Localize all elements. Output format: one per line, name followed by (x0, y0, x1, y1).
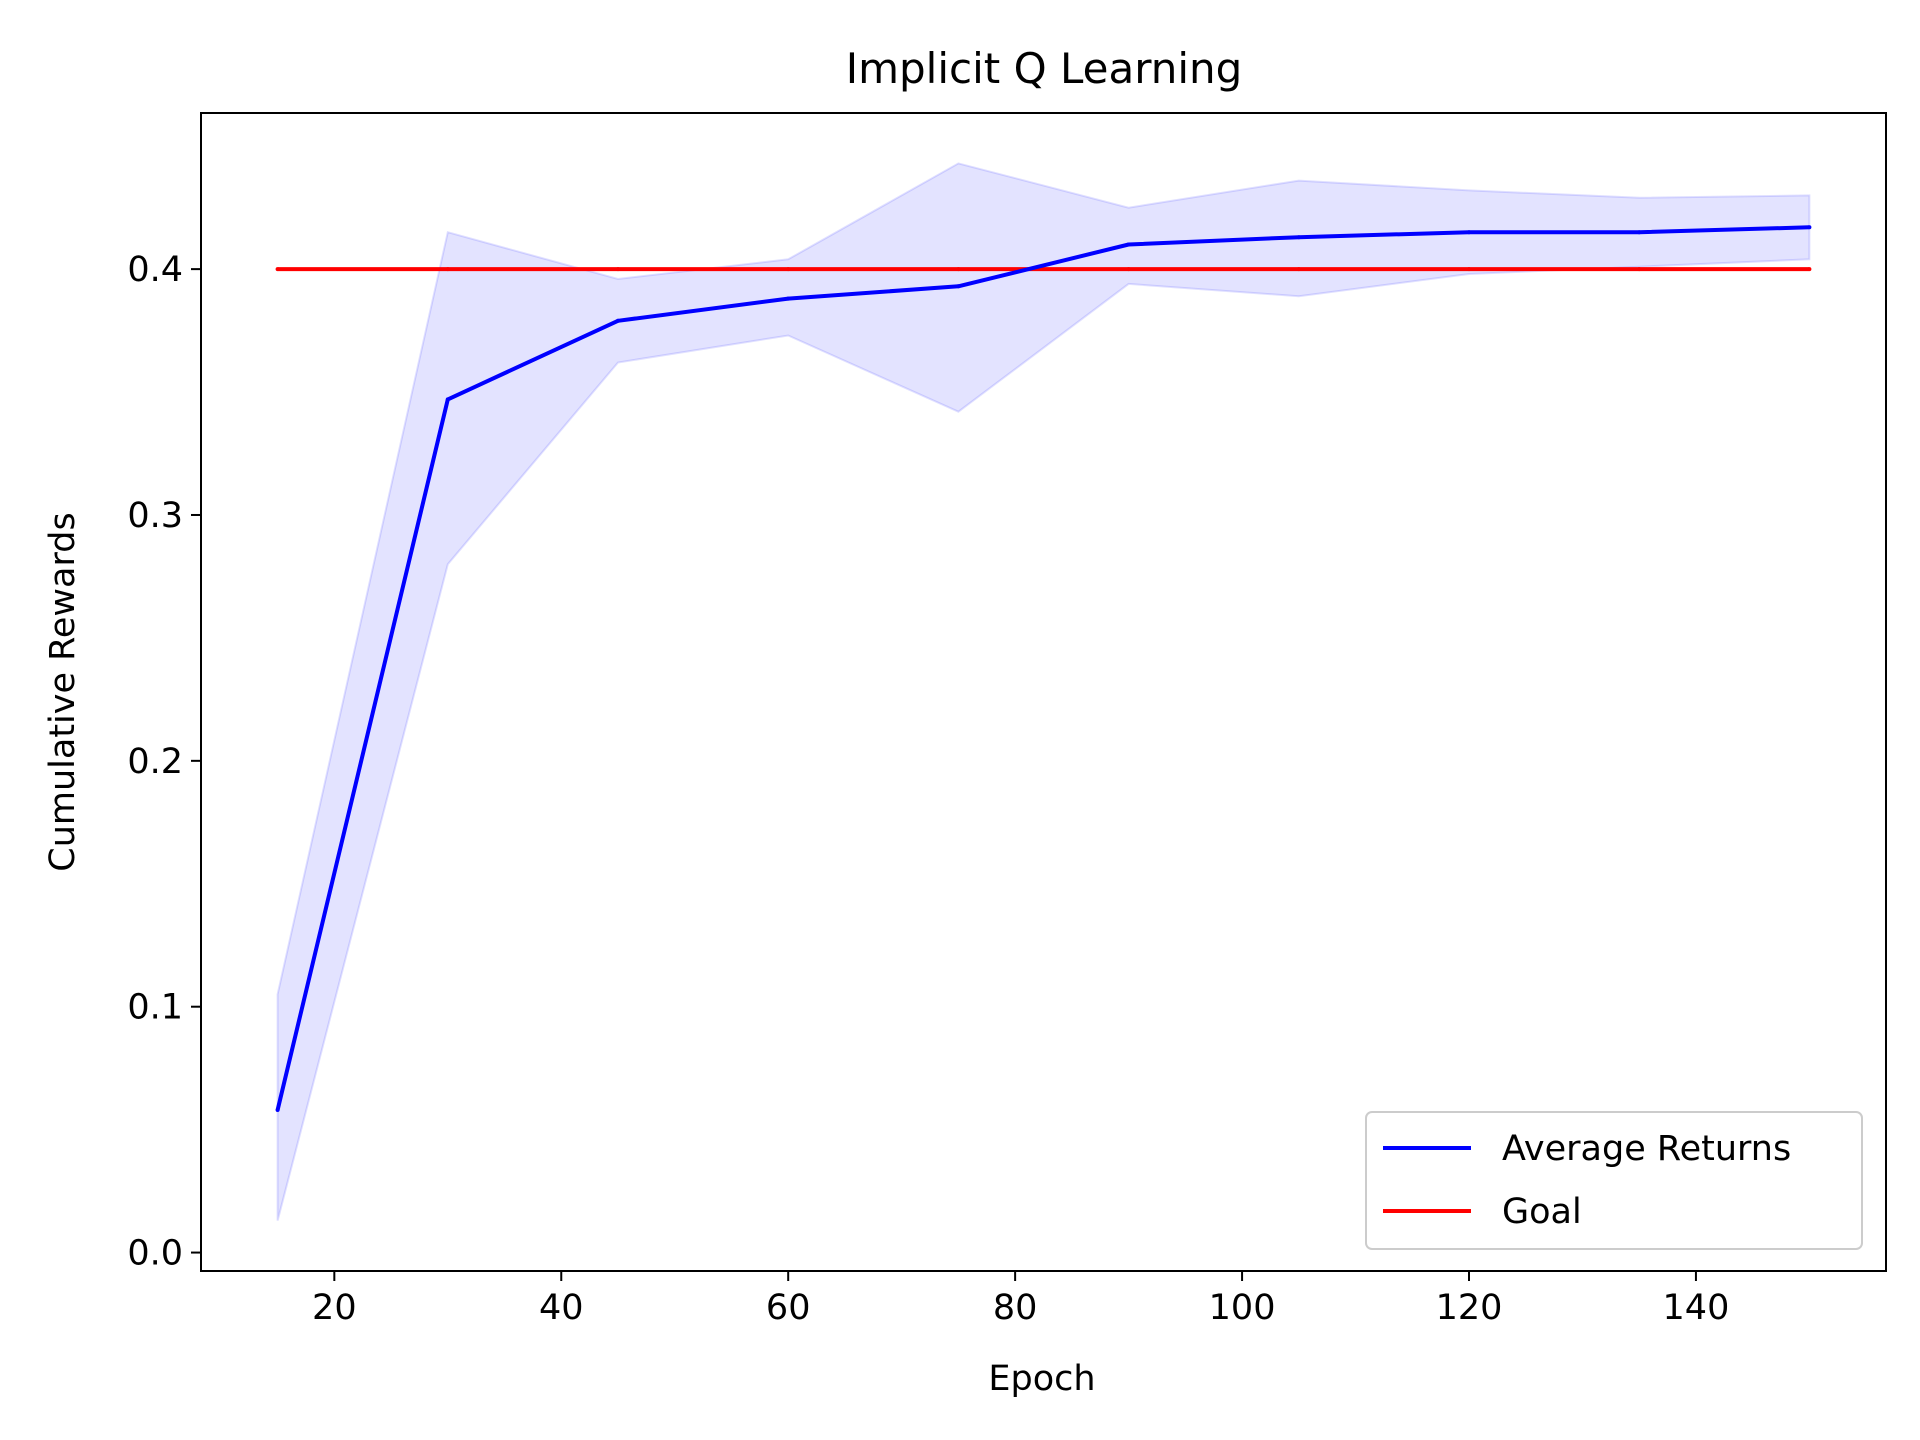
data-point-average-returns (616, 318, 620, 323)
x-tick-label: 100 (1209, 1288, 1276, 1328)
data-point-average-returns (1126, 242, 1131, 247)
data-point-average-returns (1637, 230, 1642, 235)
x-axis-label: Epoch (988, 1359, 1095, 1399)
data-point-average-returns (1467, 230, 1471, 235)
data-point-goal (275, 267, 280, 272)
plot-frame (200, 112, 1887, 1272)
data-point-goal (956, 267, 961, 272)
data-point-goal (1807, 267, 1812, 272)
data-point-average-returns (1807, 225, 1812, 230)
x-tick-label: 40 (539, 1288, 584, 1328)
data-point-average-returns (1296, 235, 1301, 240)
confidence-band (276, 162, 1811, 1221)
legend-label-goal: Goal (1502, 1192, 1582, 1232)
data-point-goal (1126, 267, 1131, 272)
data-point-goal (445, 267, 450, 272)
y-tick-label: 0.0 (127, 1234, 183, 1274)
data-point-average-returns (445, 397, 450, 402)
plot-area (275, 162, 1812, 1221)
data-point-goal (1296, 267, 1301, 272)
legend-label-average-returns: Average Returns (1502, 1129, 1791, 1169)
data-point-goal (1637, 267, 1642, 272)
legend: Average Returns Goal (1365, 1111, 1863, 1250)
data-point-goal (786, 267, 791, 272)
x-axis-ticks: 20 40 60 80 100 120 140 (312, 1271, 1729, 1328)
y-axis-ticks: 0.0 0.1 0.2 0.3 0.4 (127, 250, 201, 1274)
x-tick-label: 80 (993, 1288, 1038, 1328)
x-tick-label: 140 (1663, 1288, 1730, 1328)
x-tick-label: 20 (312, 1288, 357, 1328)
data-point-average-returns (275, 1108, 280, 1112)
y-tick-label: 0.1 (127, 988, 183, 1028)
y-axis-label: Cumulative Rewards (43, 512, 83, 871)
y-tick-label: 0.2 (127, 742, 183, 782)
data-point-average-returns (956, 284, 961, 289)
x-tick-label: 60 (766, 1288, 811, 1328)
y-tick-label: 0.4 (127, 250, 183, 290)
x-tick-label: 120 (1436, 1288, 1503, 1328)
legend-box (1365, 1111, 1863, 1250)
data-point-goal (1467, 267, 1471, 272)
data-point-average-returns (786, 296, 791, 301)
series-line-average-returns (275, 225, 1810, 1111)
data-point-goal (616, 267, 620, 272)
y-tick-label: 0.3 (127, 496, 183, 536)
chart-title: Implicit Q Learning (846, 44, 1243, 93)
